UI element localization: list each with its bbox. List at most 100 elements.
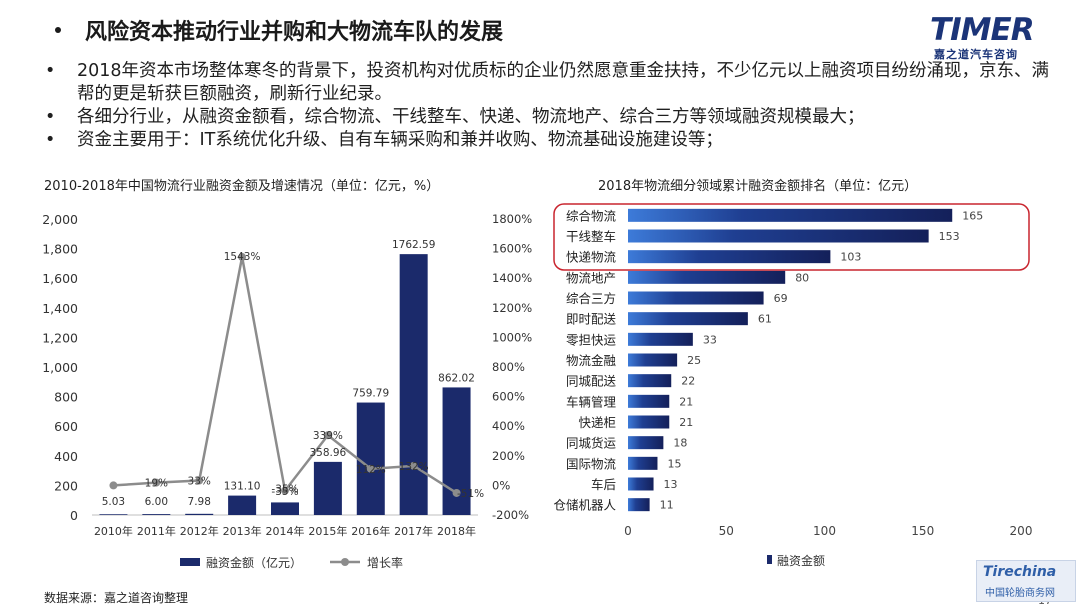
chart2-category-label: 同城货运 [566, 436, 617, 451]
chart2-value-label: 15 [667, 457, 681, 470]
chart2-value-label: 69 [774, 292, 788, 305]
chart1-x-tick-label: 2015年 [308, 524, 347, 538]
chart2-category-label: 快递物流 [566, 250, 617, 265]
chart1-growth-label: -35% [271, 484, 298, 496]
chart1-y2-tick-label: 1000% [492, 330, 532, 344]
chart1-bar [356, 402, 385, 515]
page-title-row: 风险资本推动行业并购和大物流车队的发展 [55, 14, 503, 46]
chart2-title: 2018年物流细分领域累计融资金额排名（单位：亿元） [598, 178, 917, 194]
chart1-title: 2010-2018年中国物流行业融资金额及增速情况（单位：亿元，%） [44, 178, 439, 194]
chart1-growth-label: 112% [356, 464, 386, 476]
chart1-y-tick-label: 2,000 [42, 212, 78, 227]
chart1-bar-label: 1762.59 [392, 239, 435, 251]
chart1-growth-label: 19% [145, 478, 168, 490]
chart1-growth-point [152, 478, 161, 487]
chart2-category-label: 车辆管理 [566, 394, 617, 409]
chart2-category-label: 同城配送 [566, 374, 617, 389]
chart2-category-label: 仓储机器人 [553, 498, 616, 513]
chart1-bar-label: 7.98 [188, 496, 211, 508]
chart1-y-tick-label: 400 [54, 449, 78, 464]
chart2-value-label: 25 [687, 354, 701, 367]
chart2-category-label: 干线整车 [566, 229, 616, 244]
chart2-bar [628, 332, 693, 346]
chart1-x-tick-label: 2011年 [137, 524, 176, 538]
chart2-value-label: 165 [962, 209, 983, 222]
chart2-x-tick-label: 150 [911, 524, 934, 538]
chart1-bar-label: 131.10 [224, 481, 261, 493]
chart1-growth-label: 132% [399, 461, 429, 473]
chart1-y-tick-label: 800 [54, 390, 78, 405]
chart2-value-label: 61 [758, 313, 772, 326]
chart1-legend-bar-label: 融资金额（亿元） [206, 555, 302, 570]
chart2-bar [628, 229, 929, 243]
bullet-list: 2018年资本市场整体寒冬的背景下，投资机构对优质标的企业仍然愿意重金扶持，不少… [45, 60, 1065, 152]
chart1-x-tick-label: 2012年 [180, 524, 219, 538]
chart2-category-label: 即时配送 [566, 312, 617, 327]
chart1-growth-label: 1543% [224, 251, 261, 263]
chart1-y2-tick-label: 800% [492, 360, 525, 374]
chart1-legend-line-label: 增长率 [367, 555, 403, 570]
chart1-bar [185, 513, 214, 515]
chart2-legend-label: 融资金额 [777, 553, 825, 568]
chart2-bar [628, 291, 764, 305]
chart2-category-label: 国际物流 [566, 456, 617, 471]
chart2-x-tick-label: 200 [1010, 524, 1033, 538]
chart1-bar [313, 461, 342, 515]
chart2-value-label: 21 [679, 395, 693, 408]
chart1-legend-swatch-bar [180, 558, 200, 566]
chart2-bar [628, 250, 831, 264]
chart2-bar [628, 353, 678, 367]
chart2-highlight-box [553, 203, 1030, 271]
chart1-y2-tick-label: 0% [492, 478, 510, 492]
chart1-bar-label: 862.02 [438, 372, 475, 384]
chart1-y2-tick-label: -200% [492, 508, 529, 522]
chart2-bar [628, 208, 953, 222]
chart2-bar [628, 415, 670, 429]
chart2-x-tick-label: 100 [813, 524, 836, 538]
chart1-bar-label: -35% [271, 486, 298, 498]
chart1-x-tick-label: 2010年 [94, 524, 133, 538]
chart2-bar [628, 394, 670, 408]
chart1-y-tick-label: 600 [54, 419, 78, 434]
chart1-bar-label: 5.03 [102, 496, 125, 508]
chart1-growth-point [281, 486, 289, 495]
watermark-brand: Tirechina [983, 564, 1057, 580]
chart1-bar [399, 254, 428, 516]
chart1-y2-tick-label: 1400% [492, 271, 532, 285]
chart1-y2-tick-label: 600% [492, 390, 525, 404]
chart2-value-label: 22 [681, 375, 695, 388]
page-title: 风险资本推动行业并购和大物流车队的发展 [85, 20, 504, 45]
chart1-growth-point [109, 481, 118, 490]
chart2-category-label: 物流地产 [566, 270, 616, 285]
chart2-category-label: 综合三方 [566, 291, 616, 306]
chart2-bar [628, 456, 658, 470]
chart1-growth-label: 33% [188, 476, 211, 488]
chart1-bar-label: 6.00 [145, 496, 168, 508]
chart1-growth-point [195, 476, 204, 485]
chart2-legend-swatch [767, 555, 772, 564]
watermark-caption: 中国轮胎商务网 [985, 588, 1055, 599]
chart1-y-tick-label: 1,200 [42, 330, 78, 345]
chart2-bar [628, 477, 654, 491]
chart2-bar [628, 374, 672, 388]
chart1-bar [99, 514, 128, 515]
chart1-bar [142, 514, 171, 515]
chart1-bar-label: 358.96 [310, 447, 347, 459]
chart2-category-label: 物流金融 [566, 353, 617, 368]
chart2-value-label: 33 [703, 333, 717, 346]
chart1-bar-label: 759.79 [352, 388, 389, 400]
chart2-bar [628, 312, 748, 326]
chart2-category-label: 车后 [591, 477, 616, 492]
chart1-y-tick-label: 1,800 [42, 242, 78, 257]
chart1-x-tick-label: 2016年 [351, 524, 390, 538]
chart1-y-tick-label: 200 [54, 478, 78, 493]
chart2-value-label: 11 [660, 499, 674, 512]
chart2-bar [628, 270, 786, 284]
chart1-x-tick-label: 2017年 [394, 524, 433, 538]
chart2-category-label: 快递柜 [578, 415, 616, 430]
chart1-y2-tick-label: 400% [492, 419, 525, 433]
chart2-category-label: 零担快运 [566, 332, 617, 347]
logo-sub-text: 嘉之道汽车咨询 [934, 48, 1018, 61]
chart2-value-label: 13 [664, 478, 678, 491]
